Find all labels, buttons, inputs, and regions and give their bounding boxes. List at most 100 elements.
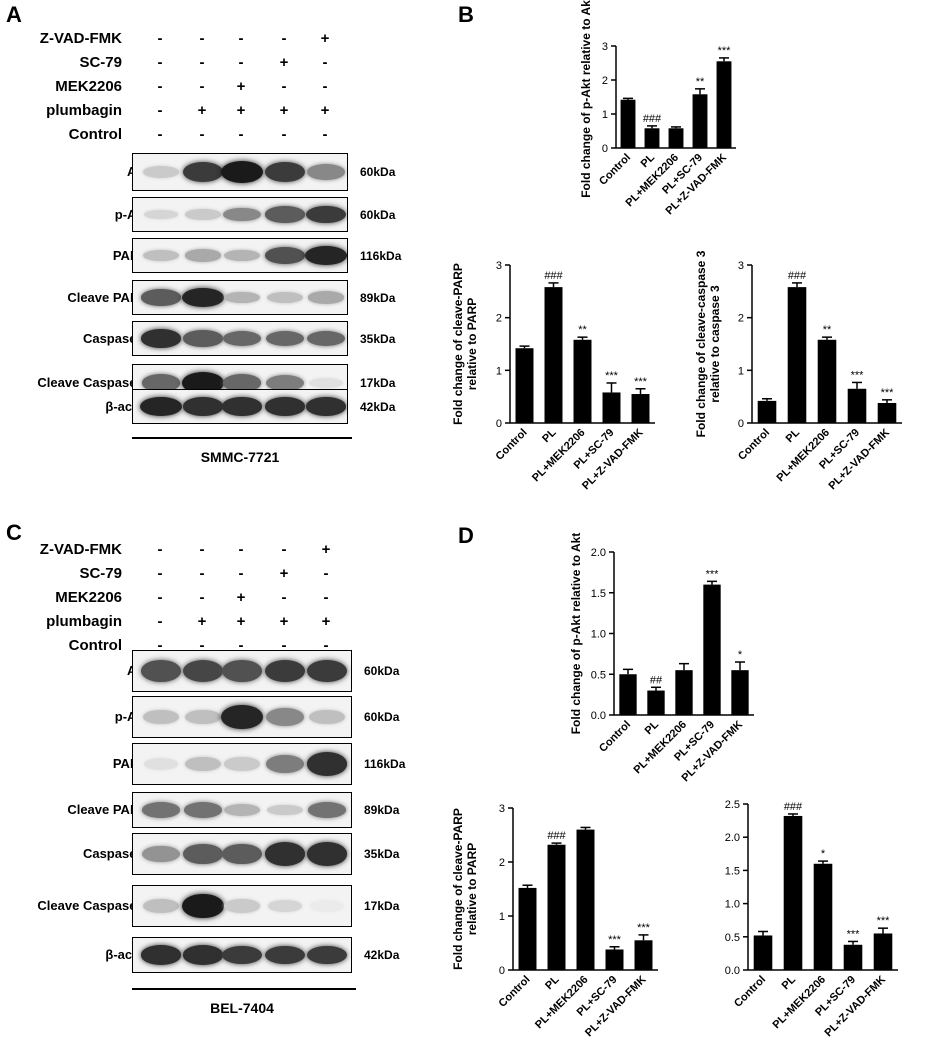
- blot-band: [182, 288, 224, 307]
- blot-band: [306, 842, 348, 866]
- blot-band: [267, 899, 303, 913]
- blot-band: [143, 898, 179, 914]
- molecular-weight-label: 89kDa: [360, 290, 396, 305]
- category-label: Control: [736, 427, 772, 463]
- bar: [877, 402, 897, 423]
- significance-label: **: [578, 324, 587, 336]
- y-axis-label: Fold change of cleave-caspase 3: [694, 250, 708, 437]
- y-tick-label: 2: [738, 313, 744, 325]
- band-label: PARP: [112, 247, 148, 263]
- significance-label: ###: [788, 270, 807, 282]
- blot-band: [182, 893, 224, 919]
- treatment-sign: +: [279, 54, 289, 71]
- significance-label: ##: [650, 674, 663, 686]
- treatment-sign: +: [197, 613, 207, 630]
- blot-band: [143, 166, 179, 178]
- blot-band: [140, 945, 182, 965]
- molecular-weight-label: 17kDa: [360, 376, 396, 390]
- bar: [644, 128, 660, 148]
- bar: [716, 61, 732, 148]
- treatment-sign: -: [157, 613, 163, 630]
- blot-band: [306, 945, 348, 965]
- y-tick-label: 3: [738, 260, 744, 272]
- treatment-label: plumbagin: [46, 613, 122, 630]
- treatment-label: Control: [68, 637, 122, 654]
- blot-band: [182, 945, 224, 965]
- bar: [873, 933, 893, 970]
- blot-band: [264, 842, 306, 866]
- blot-strip: [132, 650, 352, 692]
- blot-band: [307, 164, 345, 180]
- treatment-label: SC-79: [79, 565, 122, 582]
- blot-strip: [132, 885, 352, 927]
- treatment-sign: -: [323, 637, 329, 654]
- treatment-sign: -: [281, 589, 287, 606]
- blot-band: [141, 660, 181, 682]
- treatment-sign: -: [157, 541, 163, 558]
- blot-band: [307, 291, 345, 304]
- treatment-sign: +: [279, 102, 289, 119]
- molecular-weight-label: 60kDa: [364, 710, 400, 724]
- y-tick-label: 3: [602, 41, 608, 53]
- bar: [731, 670, 749, 715]
- blot-band: [264, 659, 306, 683]
- treatment-sign: -: [322, 126, 328, 143]
- treatment-label: plumbagin: [46, 102, 122, 119]
- y-axis-label: Fold change of p-Akt relative to Akt: [579, 0, 593, 198]
- band-label: Caspase-3: [82, 846, 148, 861]
- treatment-sign: -: [238, 637, 244, 654]
- bar: [576, 829, 595, 970]
- blot-band: [221, 397, 263, 416]
- significance-label: ***: [605, 370, 619, 382]
- treatment-sign: -: [281, 637, 287, 654]
- blot-band: [185, 209, 221, 220]
- category-label: Control: [597, 719, 633, 755]
- band-label: Cleave PARP: [67, 802, 148, 817]
- bar: [703, 584, 721, 715]
- y-axis-label: Fold change of p-Akt relative to Akt: [569, 533, 583, 735]
- treatment-sign: -: [238, 54, 244, 71]
- blot-band: [308, 377, 344, 389]
- treatment-sign: -: [323, 589, 329, 606]
- bar: [813, 863, 833, 970]
- blot-band: [140, 329, 182, 348]
- blot-band: [305, 246, 347, 265]
- band-label: p-Akt: [0, 207, 148, 222]
- treatment-sign: -: [199, 30, 205, 47]
- band-label: Akt: [0, 164, 148, 179]
- blot-band: [266, 708, 304, 726]
- cell-line-rule: [132, 437, 352, 439]
- cell-line-label: BEL-7404: [210, 1000, 274, 1016]
- treatment-sign: -: [199, 541, 205, 558]
- treatment-sign: +: [236, 78, 246, 95]
- significance-label: ***: [718, 45, 732, 57]
- blot-strip: [132, 280, 348, 315]
- treatment-sign: +: [320, 30, 330, 47]
- category-label: PL: [784, 426, 803, 445]
- treatment-label: Control: [68, 126, 122, 143]
- molecular-weight-label: 42kDa: [364, 948, 400, 962]
- blot-band: [143, 758, 179, 770]
- bar: [783, 815, 803, 970]
- significance-label: ###: [544, 270, 563, 282]
- y-axis-label: relative to PARP: [465, 298, 479, 390]
- treatment-sign: -: [323, 565, 329, 582]
- treatment-sign: +: [321, 541, 331, 558]
- treatment-sign: +: [279, 613, 289, 630]
- y-axis-label: Fold change of cleave-PARP: [451, 808, 465, 970]
- treatment-sign: -: [199, 565, 205, 582]
- treatment-sign: -: [281, 541, 287, 558]
- treatment-sign: +: [320, 102, 330, 119]
- molecular-weight-label: 89kDa: [364, 803, 400, 817]
- y-tick-label: 1.0: [591, 629, 606, 641]
- blot-band: [183, 660, 223, 682]
- significance-label: ***: [634, 376, 648, 388]
- treatment-sign: -: [157, 565, 163, 582]
- y-tick-label: 3: [499, 803, 505, 815]
- blot-band: [222, 374, 262, 392]
- y-tick-label: 0.0: [725, 965, 740, 977]
- y-tick-label: 2.0: [725, 832, 740, 844]
- blot-band: [264, 397, 306, 416]
- blot-band: [222, 843, 262, 865]
- blot-band: [185, 756, 221, 772]
